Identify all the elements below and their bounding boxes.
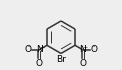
Text: N: N: [79, 45, 86, 54]
Text: O: O: [36, 59, 43, 68]
Text: +: +: [83, 45, 88, 50]
Text: N: N: [36, 45, 43, 54]
Text: +: +: [39, 45, 45, 50]
Text: O: O: [91, 45, 98, 54]
Text: O: O: [79, 59, 86, 68]
Text: -: -: [93, 45, 95, 49]
Text: -: -: [28, 45, 30, 49]
Text: Br: Br: [56, 55, 66, 64]
Text: O: O: [24, 45, 31, 54]
